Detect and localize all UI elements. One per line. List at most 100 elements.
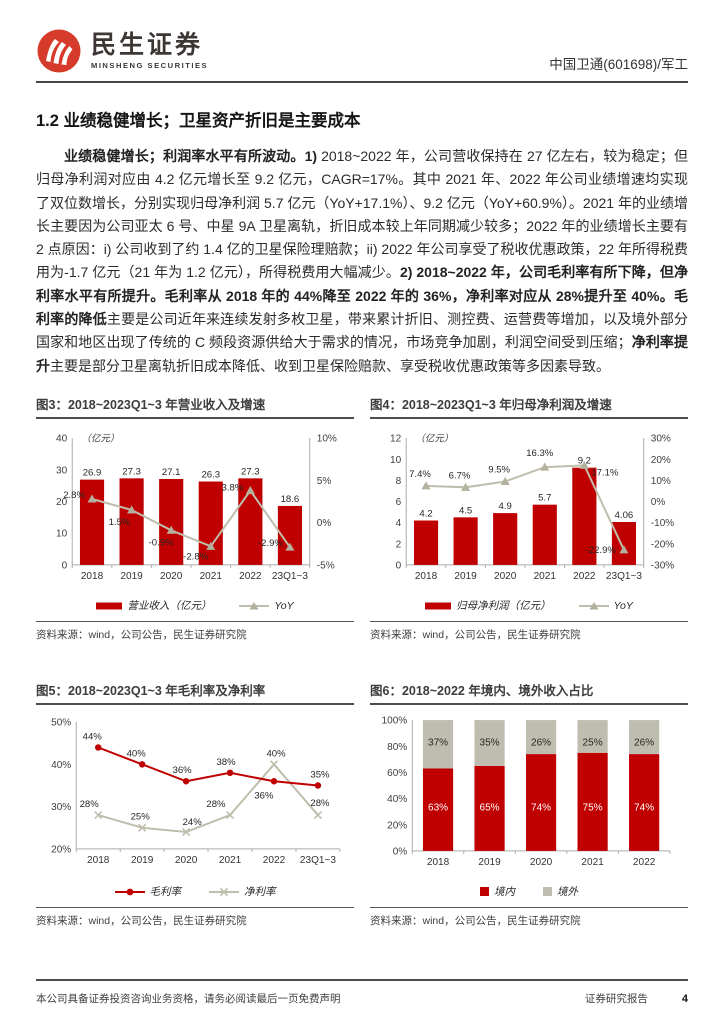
svg-text:40%: 40% xyxy=(127,748,147,759)
chart-legend: 归母净利润（亿元） YoY xyxy=(370,598,688,613)
svg-text:100%: 100% xyxy=(382,716,408,727)
figure-title: 图3：2018~2023Q1~3 年营业收入及增速 xyxy=(36,394,354,419)
svg-text:2018: 2018 xyxy=(87,855,110,866)
svg-text:63%: 63% xyxy=(428,803,448,814)
svg-text:-20%: -20% xyxy=(651,539,675,550)
svg-text:20%: 20% xyxy=(651,455,671,466)
footer-disclaimer: 本公司具备证券投资咨询业务资格，请务必阅读最后一页免费声明 xyxy=(36,993,341,1005)
svg-text:35%: 35% xyxy=(479,737,499,748)
figure-title: 图4：2018~2023Q1~3 年归母净利润及增速 xyxy=(370,394,688,419)
net-profit-growth-chart: 0 2 4 6 8 10 12 -30% -20% -10% 0% 10% 20% 30% （亿元） 2018… xyxy=(390,433,675,582)
svg-text:6.7%: 6.7% xyxy=(449,470,471,481)
figure-source: 资料来源：wind，公司公告，民生证券研究院 xyxy=(370,907,688,928)
figure-source: 资料来源：wind，公司公告，民生证券研究院 xyxy=(36,621,354,642)
svg-text:10%: 10% xyxy=(651,476,671,487)
figure-source: 资料来源：wind，公司公告，民生证券研究院 xyxy=(36,907,354,928)
svg-text:2018: 2018 xyxy=(415,571,438,582)
svg-text:2019: 2019 xyxy=(120,571,143,582)
svg-text:2021: 2021 xyxy=(534,571,557,582)
legend-item: 境内 xyxy=(480,884,515,899)
legend-item: 归母净利润（亿元） xyxy=(425,598,551,613)
svg-text:28%: 28% xyxy=(80,799,100,810)
revenue-mix-chart: 0% 20% 40% 60% 80% 100% 2018 2019 2020 2021 2022 63… xyxy=(382,716,671,868)
brand-name-en: MINSHENG SECURITIES xyxy=(91,60,209,70)
svg-text:2020: 2020 xyxy=(494,571,517,582)
svg-text:-30%: -30% xyxy=(651,560,675,571)
svg-text:26%: 26% xyxy=(531,737,551,748)
svg-text:9.5%: 9.5% xyxy=(488,464,510,475)
svg-text:10: 10 xyxy=(56,529,68,540)
chart-legend: 营业收入（亿元） YoY xyxy=(36,598,354,613)
legend-item: YoY xyxy=(239,600,294,612)
doc-label: 中国卫通(601698)/军工 xyxy=(549,57,688,72)
figure-net-profit: 图4：2018~2023Q1~3 年归母净利润及增速 0 2 4 6 8 10 12 -30%… xyxy=(370,394,688,642)
svg-text:-0.9%: -0.9% xyxy=(149,537,174,548)
svg-text:-10%: -10% xyxy=(651,518,675,529)
svg-text:0: 0 xyxy=(396,560,402,571)
brand: 民生证券 MINSHENG SECURITIES xyxy=(36,28,208,74)
legend-item: 境外 xyxy=(543,884,578,899)
svg-text:2019: 2019 xyxy=(454,571,477,582)
svg-text:28%: 28% xyxy=(206,799,226,810)
figure-source: 资料来源：wind，公司公告，民生证券研究院 xyxy=(370,621,688,642)
svg-text:26%: 26% xyxy=(634,737,654,748)
svg-text:20: 20 xyxy=(56,497,68,508)
svg-text:10: 10 xyxy=(390,455,402,466)
svg-text:23Q1~3: 23Q1~3 xyxy=(606,571,642,582)
svg-text:30%: 30% xyxy=(651,434,671,445)
svg-text:-5%: -5% xyxy=(317,560,335,571)
svg-text:50%: 50% xyxy=(51,718,71,729)
svg-text:35%: 35% xyxy=(310,769,330,780)
figure-margins: 图5：2018~2023Q1~3 年毛利率及净利率 20% 30% 40% 50% 20… xyxy=(36,680,354,928)
svg-text:20%: 20% xyxy=(51,844,71,855)
svg-text:4.5: 4.5 xyxy=(459,505,472,516)
svg-text:2020: 2020 xyxy=(530,857,553,868)
body-paragraph: 业绩稳健增长；利润率水平有所波动。1) 2018~2022 年，公司营收保持在 … xyxy=(36,148,688,374)
figure-revenue: 图3：2018~2023Q1~3 年营业收入及增速 0 10 20 30 40 -5% 0%… xyxy=(36,394,354,642)
svg-text:2022: 2022 xyxy=(263,855,286,866)
svg-text:25%: 25% xyxy=(583,737,603,748)
brand-name-cn: 民生证券 xyxy=(91,30,204,59)
svg-text:60%: 60% xyxy=(387,768,407,779)
page-footer: 本公司具备证券投资咨询业务资格，请务必阅读最后一页免费声明 证券研究报告 4 xyxy=(36,979,688,1006)
svg-text:2022: 2022 xyxy=(633,857,656,868)
svg-text:26.9: 26.9 xyxy=(83,468,102,479)
margin-rates-chart: 20% 30% 40% 50% 2018 2019 2020 2021 2022 23Q1~3 28… xyxy=(51,718,341,866)
svg-text:38%: 38% xyxy=(216,757,236,768)
svg-text:18.6: 18.6 xyxy=(281,494,300,505)
section-title: 1.2 业绩稳健增长；卫星资产折旧是主要成本 xyxy=(36,112,361,130)
figure-domestic-overseas: 图6：2018~2022 年境内、境外收入占比 0% 20% 40% 60% 80% 10… xyxy=(370,680,688,928)
legend-item: YoY xyxy=(578,600,633,612)
legend-item: 净利率 xyxy=(209,884,276,899)
svg-text:12: 12 xyxy=(390,434,402,445)
svg-text:74%: 74% xyxy=(634,803,654,814)
svg-text:4.9: 4.9 xyxy=(499,501,512,512)
svg-text:44%: 44% xyxy=(83,731,103,742)
svg-text:36%: 36% xyxy=(254,790,274,801)
svg-text:2020: 2020 xyxy=(160,571,183,582)
svg-text:0%: 0% xyxy=(651,497,666,508)
svg-text:27.3: 27.3 xyxy=(241,466,260,477)
svg-text:37%: 37% xyxy=(428,737,448,748)
svg-text:4.06: 4.06 xyxy=(615,510,634,521)
svg-text:74%: 74% xyxy=(531,803,551,814)
svg-text:17.1%: 17.1% xyxy=(591,467,619,478)
footer-report-type: 证券研究报告 xyxy=(584,993,648,1005)
svg-text:40: 40 xyxy=(56,434,68,445)
svg-text:40%: 40% xyxy=(51,760,71,771)
svg-text:27.3: 27.3 xyxy=(122,466,141,477)
minsheng-logo-icon xyxy=(37,29,81,73)
brand-text: 民生证券 MINSHENG SECURITIES xyxy=(91,30,209,70)
svg-text:-2.8%: -2.8% xyxy=(183,551,208,562)
legend-item: 营业收入（亿元） xyxy=(96,598,211,613)
svg-text:2019: 2019 xyxy=(478,857,501,868)
svg-text:16.3%: 16.3% xyxy=(526,448,554,459)
svg-text:10%: 10% xyxy=(317,434,337,445)
footer-right: 证券研究报告 4 xyxy=(585,991,688,1006)
svg-text:80%: 80% xyxy=(387,742,407,753)
svg-text:0: 0 xyxy=(62,560,68,571)
svg-text:2022: 2022 xyxy=(573,571,596,582)
svg-text:23Q1~3: 23Q1~3 xyxy=(300,855,336,866)
svg-text:3.8%: 3.8% xyxy=(222,482,244,493)
